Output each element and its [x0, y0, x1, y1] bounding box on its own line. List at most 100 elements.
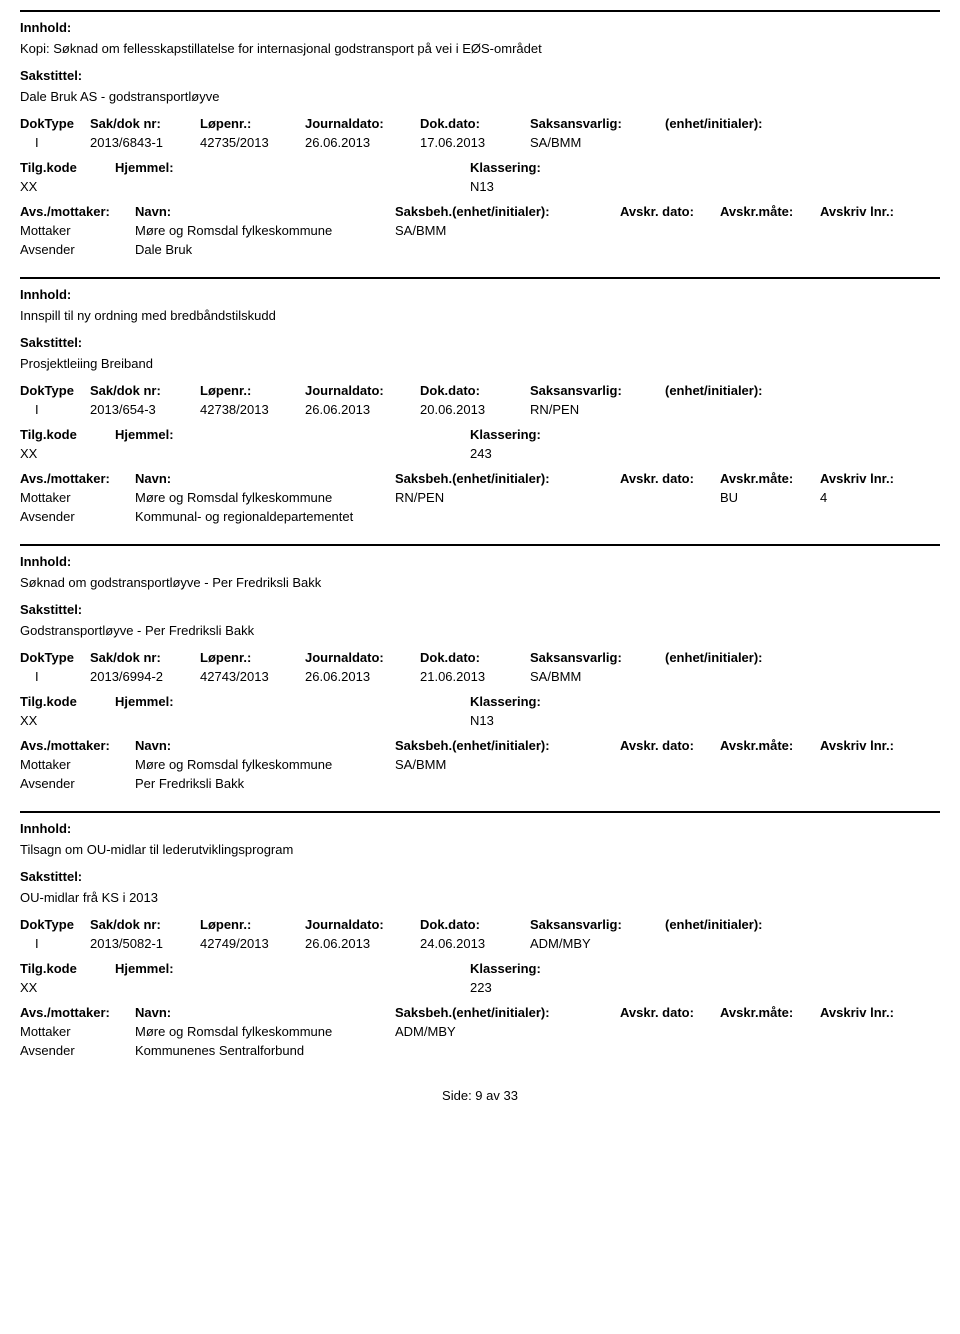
val-dokdato: 21.06.2013: [420, 669, 530, 684]
col-journaldato: Journaldato:: [305, 917, 420, 932]
sakstittel-label: Sakstittel:: [20, 602, 940, 617]
val-lopenr: 42738/2013: [200, 402, 305, 417]
col-saksbeh: Saksbeh.(enhet/initialer):: [395, 738, 620, 753]
col-enhetinitialer: (enhet/initialer):: [665, 116, 940, 131]
val-enhetinitialer: [665, 936, 940, 951]
val-doktype: I: [20, 402, 90, 417]
party-name: Kommunal- og regionaldepartementet: [135, 509, 395, 524]
innhold-label: Innhold:: [20, 20, 940, 35]
val-saksansvarlig: SA/BMM: [530, 669, 665, 684]
tilg-header-row: Tilg.kode Hjemmel: Klassering:: [20, 160, 940, 175]
val-enhetinitialer: [665, 135, 940, 150]
col-avskrmote: Avskr.måte:: [720, 1005, 820, 1020]
val-sakdok: 2013/5082-1: [90, 936, 200, 951]
party-row: Avsender Kommunal- og regionaldepartemen…: [20, 509, 940, 524]
tilg-header-row: Tilg.kode Hjemmel: Klassering:: [20, 694, 940, 709]
col-dokdato: Dok.dato:: [420, 650, 530, 665]
party-avskrdato: [620, 1024, 720, 1039]
val-tilgkode: XX: [20, 980, 115, 995]
col-dokdato: Dok.dato:: [420, 116, 530, 131]
col-hjemmel: Hjemmel:: [115, 961, 174, 976]
col-navn: Navn:: [135, 204, 395, 219]
col-enhetinitialer: (enhet/initialer):: [665, 917, 940, 932]
col-tilgkode: Tilg.kode: [20, 160, 115, 175]
col-saksbeh: Saksbeh.(enhet/initialer):: [395, 471, 620, 486]
val-doktype: I: [20, 135, 90, 150]
col-avskrdato: Avskr. dato:: [620, 471, 720, 486]
party-avskrmote: [720, 242, 820, 257]
party-avskrivlnr: [820, 509, 940, 524]
innhold-text: Søknad om godstransportløyve - Per Fredr…: [20, 575, 940, 590]
party-avskrmote: [720, 1024, 820, 1039]
val-journaldato: 26.06.2013: [305, 936, 420, 951]
col-avsmottaker: Avs./mottaker:: [20, 471, 135, 486]
party-row: Avsender Dale Bruk: [20, 242, 940, 257]
party-header-row: Avs./mottaker: Navn: Saksbeh.(enhet/init…: [20, 471, 940, 486]
party-name: Dale Bruk: [135, 242, 395, 257]
col-journaldato: Journaldato:: [305, 116, 420, 131]
val-lopenr: 42749/2013: [200, 936, 305, 951]
party-role: Mottaker: [20, 490, 135, 505]
party-name: Møre og Romsdal fylkeskommune: [135, 1024, 395, 1039]
journal-record: Innhold: Innspill til ny ordning med bre…: [20, 277, 940, 524]
col-avskrdato: Avskr. dato:: [620, 1005, 720, 1020]
val-doktype: I: [20, 936, 90, 951]
col-enhetinitialer: (enhet/initialer):: [665, 383, 940, 398]
val-journaldato: 26.06.2013: [305, 669, 420, 684]
val-lopenr: 42743/2013: [200, 669, 305, 684]
col-saksansvarlig: Saksansvarlig:: [530, 383, 665, 398]
party-name: Kommunenes Sentralforbund: [135, 1043, 395, 1058]
val-lopenr: 42735/2013: [200, 135, 305, 150]
col-avskrmote: Avskr.måte:: [720, 738, 820, 753]
party-avskrmote: BU: [720, 490, 820, 505]
party-header-row: Avs./mottaker: Navn: Saksbeh.(enhet/init…: [20, 1005, 940, 1020]
val-sakdok: 2013/654-3: [90, 402, 200, 417]
party-name: Møre og Romsdal fylkeskommune: [135, 757, 395, 772]
party-name: Møre og Romsdal fylkeskommune: [135, 490, 395, 505]
col-avskrivlnr: Avskriv lnr.:: [820, 738, 940, 753]
party-avskrivlnr: [820, 757, 940, 772]
party-row: Mottaker Møre og Romsdal fylkeskommune A…: [20, 1024, 940, 1039]
party-avskrmote: [720, 1043, 820, 1058]
party-avskrivlnr: [820, 223, 940, 238]
col-doktype: DokType: [20, 383, 90, 398]
col-klassering: Klassering:: [470, 427, 940, 442]
tilg-value-row: XX N13: [20, 179, 940, 194]
col-saksbeh: Saksbeh.(enhet/initialer):: [395, 1005, 620, 1020]
page-footer: Side: 9 av 33: [20, 1088, 940, 1103]
innhold-text: Tilsagn om OU-midlar til lederutviklings…: [20, 842, 940, 857]
val-dokdato: 17.06.2013: [420, 135, 530, 150]
innhold-label: Innhold:: [20, 821, 940, 836]
col-avskrdato: Avskr. dato:: [620, 738, 720, 753]
col-journaldato: Journaldato:: [305, 650, 420, 665]
col-tilgkode: Tilg.kode: [20, 427, 115, 442]
col-sakdok: Sak/dok nr:: [90, 383, 200, 398]
party-saksbeh: [395, 509, 620, 524]
col-dokdato: Dok.dato:: [420, 917, 530, 932]
party-avskrmote: [720, 223, 820, 238]
col-sakdok: Sak/dok nr:: [90, 650, 200, 665]
col-saksansvarlig: Saksansvarlig:: [530, 116, 665, 131]
col-hjemmel: Hjemmel:: [115, 160, 174, 175]
val-dokdato: 24.06.2013: [420, 936, 530, 951]
col-avskrmote: Avskr.måte:: [720, 471, 820, 486]
party-avskrivlnr: 4: [820, 490, 940, 505]
journal-record: Innhold: Tilsagn om OU-midlar til lederu…: [20, 811, 940, 1058]
party-avskrmote: [720, 509, 820, 524]
val-doktype: I: [20, 669, 90, 684]
col-klassering: Klassering:: [470, 961, 940, 976]
party-avskrdato: [620, 1043, 720, 1058]
val-klassering: 223: [470, 980, 940, 995]
col-doktype: DokType: [20, 650, 90, 665]
val-sakdok: 2013/6843-1: [90, 135, 200, 150]
party-row: Mottaker Møre og Romsdal fylkeskommune R…: [20, 490, 940, 505]
val-saksansvarlig: SA/BMM: [530, 135, 665, 150]
party-name: Per Fredriksli Bakk: [135, 776, 395, 791]
party-saksbeh: SA/BMM: [395, 223, 620, 238]
party-avskrdato: [620, 776, 720, 791]
col-saksansvarlig: Saksansvarlig:: [530, 917, 665, 932]
meta-header-row: DokType Sak/dok nr: Løpenr.: Journaldato…: [20, 917, 940, 932]
party-role: Mottaker: [20, 757, 135, 772]
party-avskrmote: [720, 776, 820, 791]
val-dokdato: 20.06.2013: [420, 402, 530, 417]
